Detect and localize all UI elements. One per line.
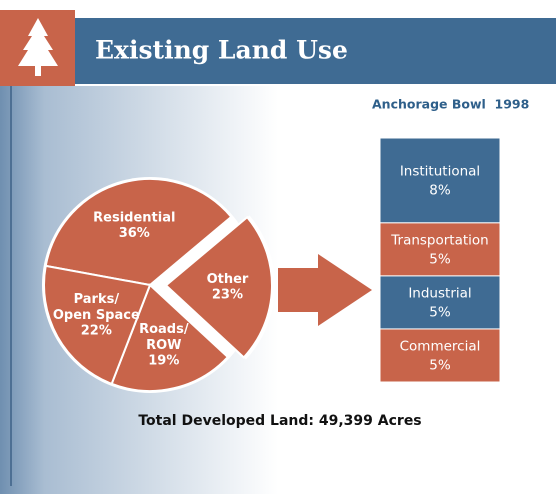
segment [379, 222, 501, 277]
slice [43, 264, 152, 386]
segment-name: Commercial [400, 338, 481, 354]
slice-value: 22% [81, 323, 112, 338]
segment [379, 137, 501, 224]
arrow [278, 254, 372, 326]
segment-name: Transportation [390, 232, 488, 248]
subtitle: Anchorage Bowl 1998 [372, 97, 529, 112]
segment [379, 275, 501, 330]
tree-icon [18, 18, 58, 76]
slice-label: Parks/Open Space [53, 291, 140, 322]
slice-value: 23% [212, 287, 243, 302]
segment-value: 5% [429, 251, 451, 267]
slice [44, 178, 233, 287]
slice-label: Roads/ROW [139, 321, 189, 352]
slice-value: 36% [119, 226, 150, 241]
segment-name: Institutional [400, 163, 480, 179]
segment-value: 5% [429, 304, 451, 320]
segment-value: 5% [429, 357, 451, 373]
slice-label: Residential [93, 210, 175, 225]
slice-value: 19% [148, 353, 179, 368]
segment [379, 328, 501, 383]
title: Existing Land Use [95, 36, 348, 65]
slice-label: Other [207, 271, 249, 286]
segment-value: 8% [429, 182, 451, 198]
panel-edge [10, 86, 12, 486]
banner [75, 18, 556, 84]
segment-name: Industrial [408, 285, 471, 301]
slice [164, 215, 273, 359]
note: Total Developed Land: 49,399 Acres [138, 413, 421, 429]
